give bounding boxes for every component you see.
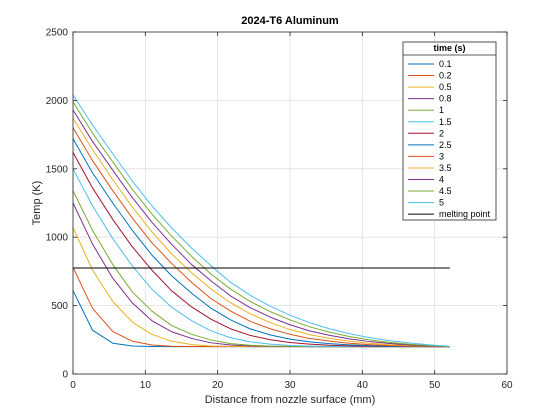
x-tick-label: 0 (70, 380, 76, 391)
legend-item-2: 2 (408, 128, 444, 138)
x-tick-label: 30 (284, 380, 296, 391)
legend-label: melting point (439, 209, 491, 219)
legend-title: time (s) (433, 43, 465, 53)
legend-label: 1.5 (439, 117, 452, 127)
legend-item-0-5: 0.5 (408, 82, 452, 92)
x-tick-label: 60 (501, 380, 513, 391)
x-axis-label: Distance from nozzle surface (mm) (205, 394, 376, 406)
legend-item-1-5: 1.5 (408, 117, 452, 127)
legend-label: 3 (439, 151, 444, 161)
y-axis-label: Temp (K) (31, 181, 43, 226)
legend-item-0-8: 0.8 (408, 94, 452, 104)
legend-label: 0.8 (439, 94, 452, 104)
legend-item-2-5: 2.5 (408, 140, 452, 150)
legend-item-3: 3 (408, 151, 444, 161)
legend: time (s) 0.1 0.20.5 0.81 1.52 2.53 3.5 44.5 5me… (402, 41, 497, 221)
legend-label: 0.5 (439, 82, 452, 92)
y-tick-label: 500 (51, 301, 68, 312)
y-tick-label: 2000 (46, 96, 69, 107)
legend-box (402, 41, 497, 221)
legend-label: 3.5 (439, 163, 452, 173)
legend-label: 0.2 (439, 71, 452, 81)
legend-item-0-2: 0.2 (408, 71, 452, 81)
x-tick-label: 50 (429, 380, 441, 391)
chart-title: 2024-T6 Aluminum (241, 15, 339, 27)
series-line-4-5 (72, 101, 450, 348)
legend-item-4-5: 4.5 (408, 186, 452, 196)
legend-label: 2 (439, 128, 444, 138)
x-tick-label: 40 (357, 380, 369, 391)
legend-label: 4 (439, 175, 444, 185)
legend-label: 0.1 (439, 59, 452, 69)
y-tick-label: 1500 (46, 164, 69, 175)
legend-item-4: 4 (408, 175, 444, 185)
legend-item-melting-point: melting point (408, 209, 491, 219)
y-tick-label: 1000 (46, 233, 69, 244)
legend-label: 1 (439, 105, 444, 115)
x-tick-label: 20 (212, 380, 224, 391)
legend-item-3-5: 3.5 (408, 163, 452, 173)
legend-label: 5 (439, 198, 444, 208)
series-line-3 (72, 127, 450, 348)
x-tick-label: 10 (140, 380, 152, 391)
legend-label: 4.5 (439, 186, 452, 196)
legend-item-5: 5 (408, 198, 444, 208)
series-layer (72, 94, 450, 348)
series-line-3-5 (72, 117, 450, 348)
legend-item-1: 1 (408, 105, 444, 115)
y-tick-label: 0 (62, 370, 68, 381)
ticks: 0 10 20 30 40 50 60 0 500 1000 1500 2000 2500 (46, 28, 513, 392)
series-line-5 (72, 94, 450, 348)
series-line-4 (72, 109, 450, 348)
legend-label: 2.5 (439, 140, 452, 150)
y-tick-label: 2500 (46, 28, 69, 39)
legend-item-0-1: 0.1 (408, 59, 452, 69)
